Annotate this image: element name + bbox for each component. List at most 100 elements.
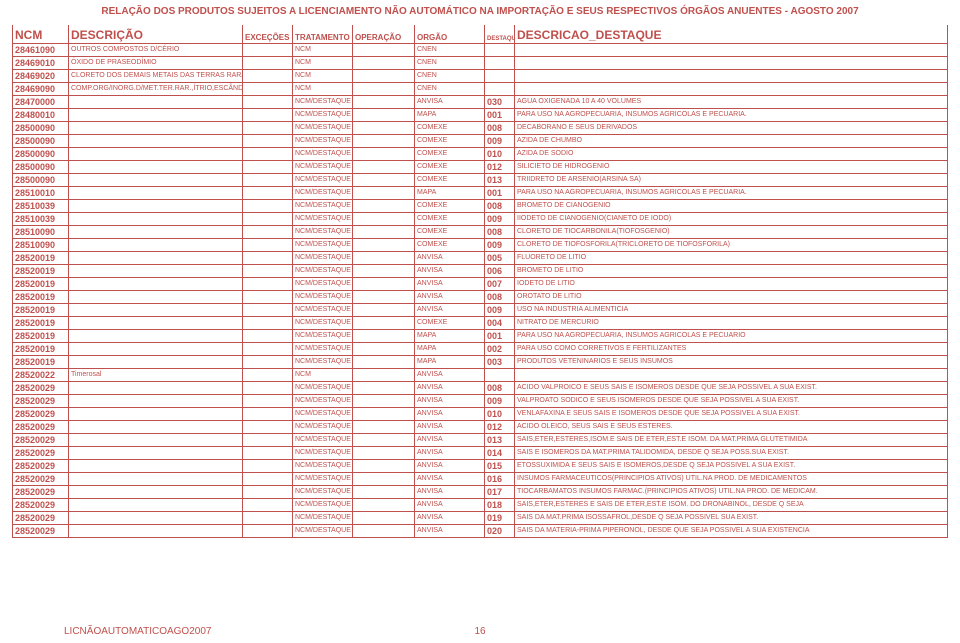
cell-orgao: ANVISA	[415, 277, 485, 290]
cell-ddesc: VENLAFAXINA E SEUS SAIS E ISOMEROS DESDE…	[515, 407, 948, 420]
cell-trat: NCM/DESTAQUE	[293, 420, 353, 433]
cell-ddesc: USO NA INDUSTRIA ALIMENTICIA	[515, 303, 948, 316]
cell-desc	[69, 147, 243, 160]
cell-desc	[69, 329, 243, 342]
cell-exc	[243, 524, 293, 537]
table-row: 28510090NCM/DESTAQUECOMEXE008CLORETO DE …	[13, 225, 948, 238]
cell-exc	[243, 420, 293, 433]
cell-orgao: ANVISA	[415, 433, 485, 446]
cell-desc	[69, 394, 243, 407]
cell-ddesc: TRIIDRETO DE ARSENIO(ARSINA SA)	[515, 173, 948, 186]
cell-exc	[243, 173, 293, 186]
cell-desc: Timerosal	[69, 368, 243, 381]
table-row: 28500090NCM/DESTAQUECOMEXE012SILICIETO D…	[13, 160, 948, 173]
cell-trat: NCM/DESTAQUE	[293, 407, 353, 420]
cell-ncm: 28520019	[13, 303, 69, 316]
cell-oper	[353, 238, 415, 251]
cell-ddesc: SILICIETO DE HIDROGENIO	[515, 160, 948, 173]
cell-oper	[353, 43, 415, 56]
cell-ncm: 28500090	[13, 160, 69, 173]
cell-ncm: 28470000	[13, 95, 69, 108]
cell-ncm: 28469020	[13, 69, 69, 82]
cell-trat: NCM/DESTAQUE	[293, 95, 353, 108]
cell-orgao: ANVISA	[415, 524, 485, 537]
cell-ddesc: OROTATO DE LITIO	[515, 290, 948, 303]
cell-desc: CLORETO DOS DEMAIS METAIS DAS TERRAS RAR…	[69, 69, 243, 82]
cell-trat: NCM/DESTAQUE	[293, 342, 353, 355]
cell-trat: NCM/DESTAQUE	[293, 277, 353, 290]
cell-dest: 019	[485, 511, 515, 524]
cell-trat: NCM	[293, 56, 353, 69]
cell-ddesc: PARA USO COMO CORRETIVOS E FERTILIZANTES	[515, 342, 948, 355]
cell-ddesc: NITRATO DE MERCURIO	[515, 316, 948, 329]
cell-exc	[243, 43, 293, 56]
table-row: 28500090NCM/DESTAQUECOMEXE013TRIIDRETO D…	[13, 173, 948, 186]
cell-oper	[353, 368, 415, 381]
table-row: 28520019NCM/DESTAQUECOMEXE004NITRATO DE …	[13, 316, 948, 329]
cell-ncm: 28480010	[13, 108, 69, 121]
cell-orgao: COMEXE	[415, 147, 485, 160]
cell-exc	[243, 82, 293, 95]
cell-desc	[69, 459, 243, 472]
cell-dest: 009	[485, 212, 515, 225]
cell-trat: NCM/DESTAQUE	[293, 485, 353, 498]
cell-desc	[69, 342, 243, 355]
cell-exc	[243, 56, 293, 69]
cell-ncm: 28510010	[13, 186, 69, 199]
col-destaque: DESTAQUE	[485, 25, 515, 43]
cell-oper	[353, 407, 415, 420]
cell-trat: NCM/DESTAQUE	[293, 472, 353, 485]
cell-exc	[243, 147, 293, 160]
cell-ddesc	[515, 56, 948, 69]
cell-dest: 001	[485, 329, 515, 342]
cell-exc	[243, 225, 293, 238]
cell-ncm: 28520029	[13, 407, 69, 420]
cell-dest: 006	[485, 264, 515, 277]
cell-oper	[353, 316, 415, 329]
cell-orgao: COMEXE	[415, 225, 485, 238]
table-row: 28520029NCM/DESTAQUEANVISA013SAIS,ETER,E…	[13, 433, 948, 446]
table-row: 28520029NCM/DESTAQUEANVISA019SAIS DA MAT…	[13, 511, 948, 524]
cell-trat: NCM/DESTAQUE	[293, 381, 353, 394]
cell-ddesc: BROMETO DE LITIO	[515, 264, 948, 277]
cell-desc	[69, 446, 243, 459]
table-row: 28520029NCM/DESTAQUEANVISA008ACIDO VALPR…	[13, 381, 948, 394]
cell-exc	[243, 251, 293, 264]
cell-oper	[353, 394, 415, 407]
cell-orgao: MAPA	[415, 355, 485, 368]
cell-exc	[243, 121, 293, 134]
cell-exc	[243, 69, 293, 82]
cell-exc	[243, 160, 293, 173]
table-row: 28520029NCM/DESTAQUEANVISA018SAIS,ETER,E…	[13, 498, 948, 511]
cell-trat: NCM	[293, 368, 353, 381]
cell-oper	[353, 186, 415, 199]
cell-ddesc: PARA USO NA AGROPECUARIA, INSUMOS AGRICO…	[515, 329, 948, 342]
cell-desc	[69, 407, 243, 420]
table-row: 28470000NCM/DESTAQUEANVISA030AGUA OXIGEN…	[13, 95, 948, 108]
cell-exc	[243, 446, 293, 459]
footer-page-number: 16	[474, 626, 485, 637]
cell-exc	[243, 277, 293, 290]
cell-desc	[69, 511, 243, 524]
cell-ncm: 28520029	[13, 485, 69, 498]
cell-oper	[353, 108, 415, 121]
cell-desc	[69, 173, 243, 186]
cell-desc	[69, 524, 243, 537]
cell-desc	[69, 433, 243, 446]
cell-oper	[353, 420, 415, 433]
cell-trat: NCM/DESTAQUE	[293, 524, 353, 537]
cell-desc	[69, 316, 243, 329]
cell-trat: NCM/DESTAQUE	[293, 238, 353, 251]
cell-exc	[243, 108, 293, 121]
cell-oper	[353, 212, 415, 225]
cell-dest: 009	[485, 134, 515, 147]
cell-dest: 004	[485, 316, 515, 329]
cell-desc	[69, 420, 243, 433]
cell-exc	[243, 238, 293, 251]
cell-oper	[353, 472, 415, 485]
cell-orgao: COMEXE	[415, 134, 485, 147]
cell-trat: NCM/DESTAQUE	[293, 108, 353, 121]
cell-desc	[69, 498, 243, 511]
cell-desc	[69, 199, 243, 212]
cell-ddesc: AZIDA DE CHUMBO	[515, 134, 948, 147]
